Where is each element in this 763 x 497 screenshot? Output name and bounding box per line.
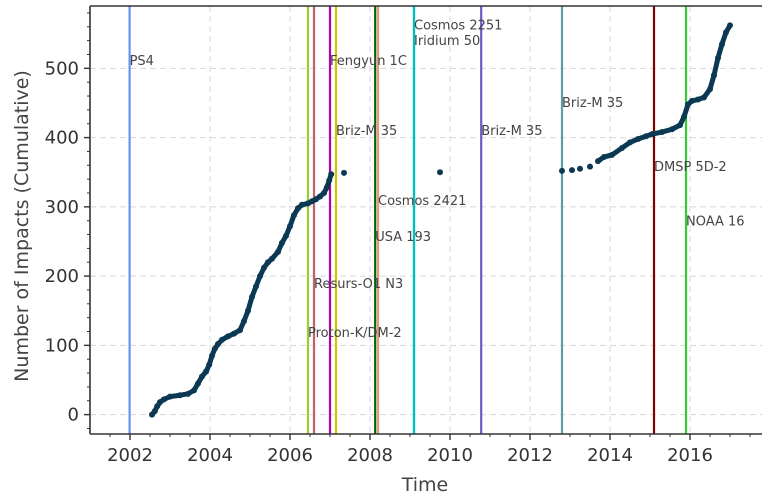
event-label: PS4 (130, 54, 154, 69)
impact-points (149, 22, 733, 418)
impact-point (341, 169, 347, 176)
grid (90, 6, 762, 434)
x-tick-label: 2008 (347, 445, 393, 466)
event-label: USA 193 (375, 230, 431, 245)
y-tick-label: 200 (45, 266, 79, 287)
y-tick-label: 400 (45, 128, 79, 149)
event-label: Briz-M 35 (336, 124, 397, 139)
event-label: Resurs-O1 N3 (314, 277, 403, 292)
x-tick-label: 2002 (107, 445, 153, 466)
x-tick-label: 2014 (587, 445, 633, 466)
impact-point (559, 167, 565, 174)
y-tick-label: 100 (45, 335, 79, 356)
event-label: DMSP 5D-2 (654, 160, 727, 175)
impact-point (587, 163, 593, 170)
event-label: Briz-M 35 (562, 96, 623, 111)
x-tick-label: 2012 (507, 445, 553, 466)
event-label: Fengyun 1C (330, 54, 407, 69)
y-tick-label: 500 (45, 58, 79, 79)
impact-point (437, 169, 443, 176)
impact-trace (595, 22, 733, 164)
y-tick-label: 300 (45, 197, 79, 218)
event-label: Cosmos 2421 (378, 194, 466, 209)
event-label: Briz-M 35 (481, 124, 542, 139)
event-label: Iridium 50 (414, 34, 480, 49)
x-tick-label: 2004 (187, 445, 233, 466)
y-axis-label: Number of Impacts (Cumulative) (11, 70, 33, 382)
impact-point (569, 167, 575, 174)
x-tick-label: 2010 (427, 445, 473, 466)
event-label: NOAA 16 (686, 215, 745, 230)
axes: 2002 2004 2006 2008 2010 2012 2014 2016 0 100 200 3… (45, 5, 762, 466)
impact-point (577, 165, 583, 172)
event-label: Cosmos 2251 (414, 19, 502, 34)
event-labels: PS4 Proton-K/DM-2 Resurs-O1 N3 Fengyun 1C Br… (130, 19, 745, 341)
x-tick-label: 2016 (667, 445, 713, 466)
event-label: Proton-K/DM-2 (308, 326, 402, 341)
y-tick-label: 0 (68, 405, 79, 426)
impact-trace (149, 171, 334, 418)
x-tick-label: 2006 (267, 445, 313, 466)
event-lines (128, 6, 688, 434)
x-axis-label: Time (401, 474, 449, 496)
